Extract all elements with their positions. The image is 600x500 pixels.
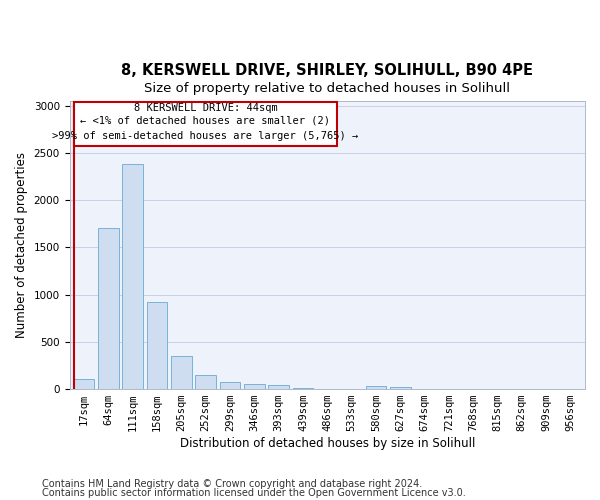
Bar	[293, 388, 313, 389]
Bar	[244, 384, 265, 389]
Text: 8 KERSWELL DRIVE: 44sqm: 8 KERSWELL DRIVE: 44sqm	[134, 104, 277, 114]
Text: Contains public sector information licensed under the Open Government Licence v3: Contains public sector information licen…	[42, 488, 466, 498]
Bar	[196, 375, 216, 389]
Text: 8, KERSWELL DRIVE, SHIRLEY, SOLIHULL, B90 4PE: 8, KERSWELL DRIVE, SHIRLEY, SOLIHULL, B9…	[121, 62, 533, 78]
Bar	[220, 382, 241, 389]
Bar	[171, 356, 192, 389]
Y-axis label: Number of detached properties: Number of detached properties	[15, 152, 28, 338]
Bar	[74, 102, 337, 146]
Text: Size of property relative to detached houses in Solihull: Size of property relative to detached ho…	[144, 82, 510, 95]
Text: >99% of semi-detached houses are larger (5,765) →: >99% of semi-detached houses are larger …	[52, 131, 359, 141]
Bar	[390, 386, 410, 389]
Bar	[98, 228, 119, 389]
Bar	[122, 164, 143, 389]
Text: Contains HM Land Registry data © Crown copyright and database right 2024.: Contains HM Land Registry data © Crown c…	[42, 479, 422, 489]
Bar	[74, 378, 94, 389]
Bar	[365, 386, 386, 389]
X-axis label: Distribution of detached houses by size in Solihull: Distribution of detached houses by size …	[179, 437, 475, 450]
Bar	[268, 386, 289, 389]
Bar	[147, 302, 167, 389]
Text: ← <1% of detached houses are smaller (2): ← <1% of detached houses are smaller (2)	[80, 116, 331, 126]
